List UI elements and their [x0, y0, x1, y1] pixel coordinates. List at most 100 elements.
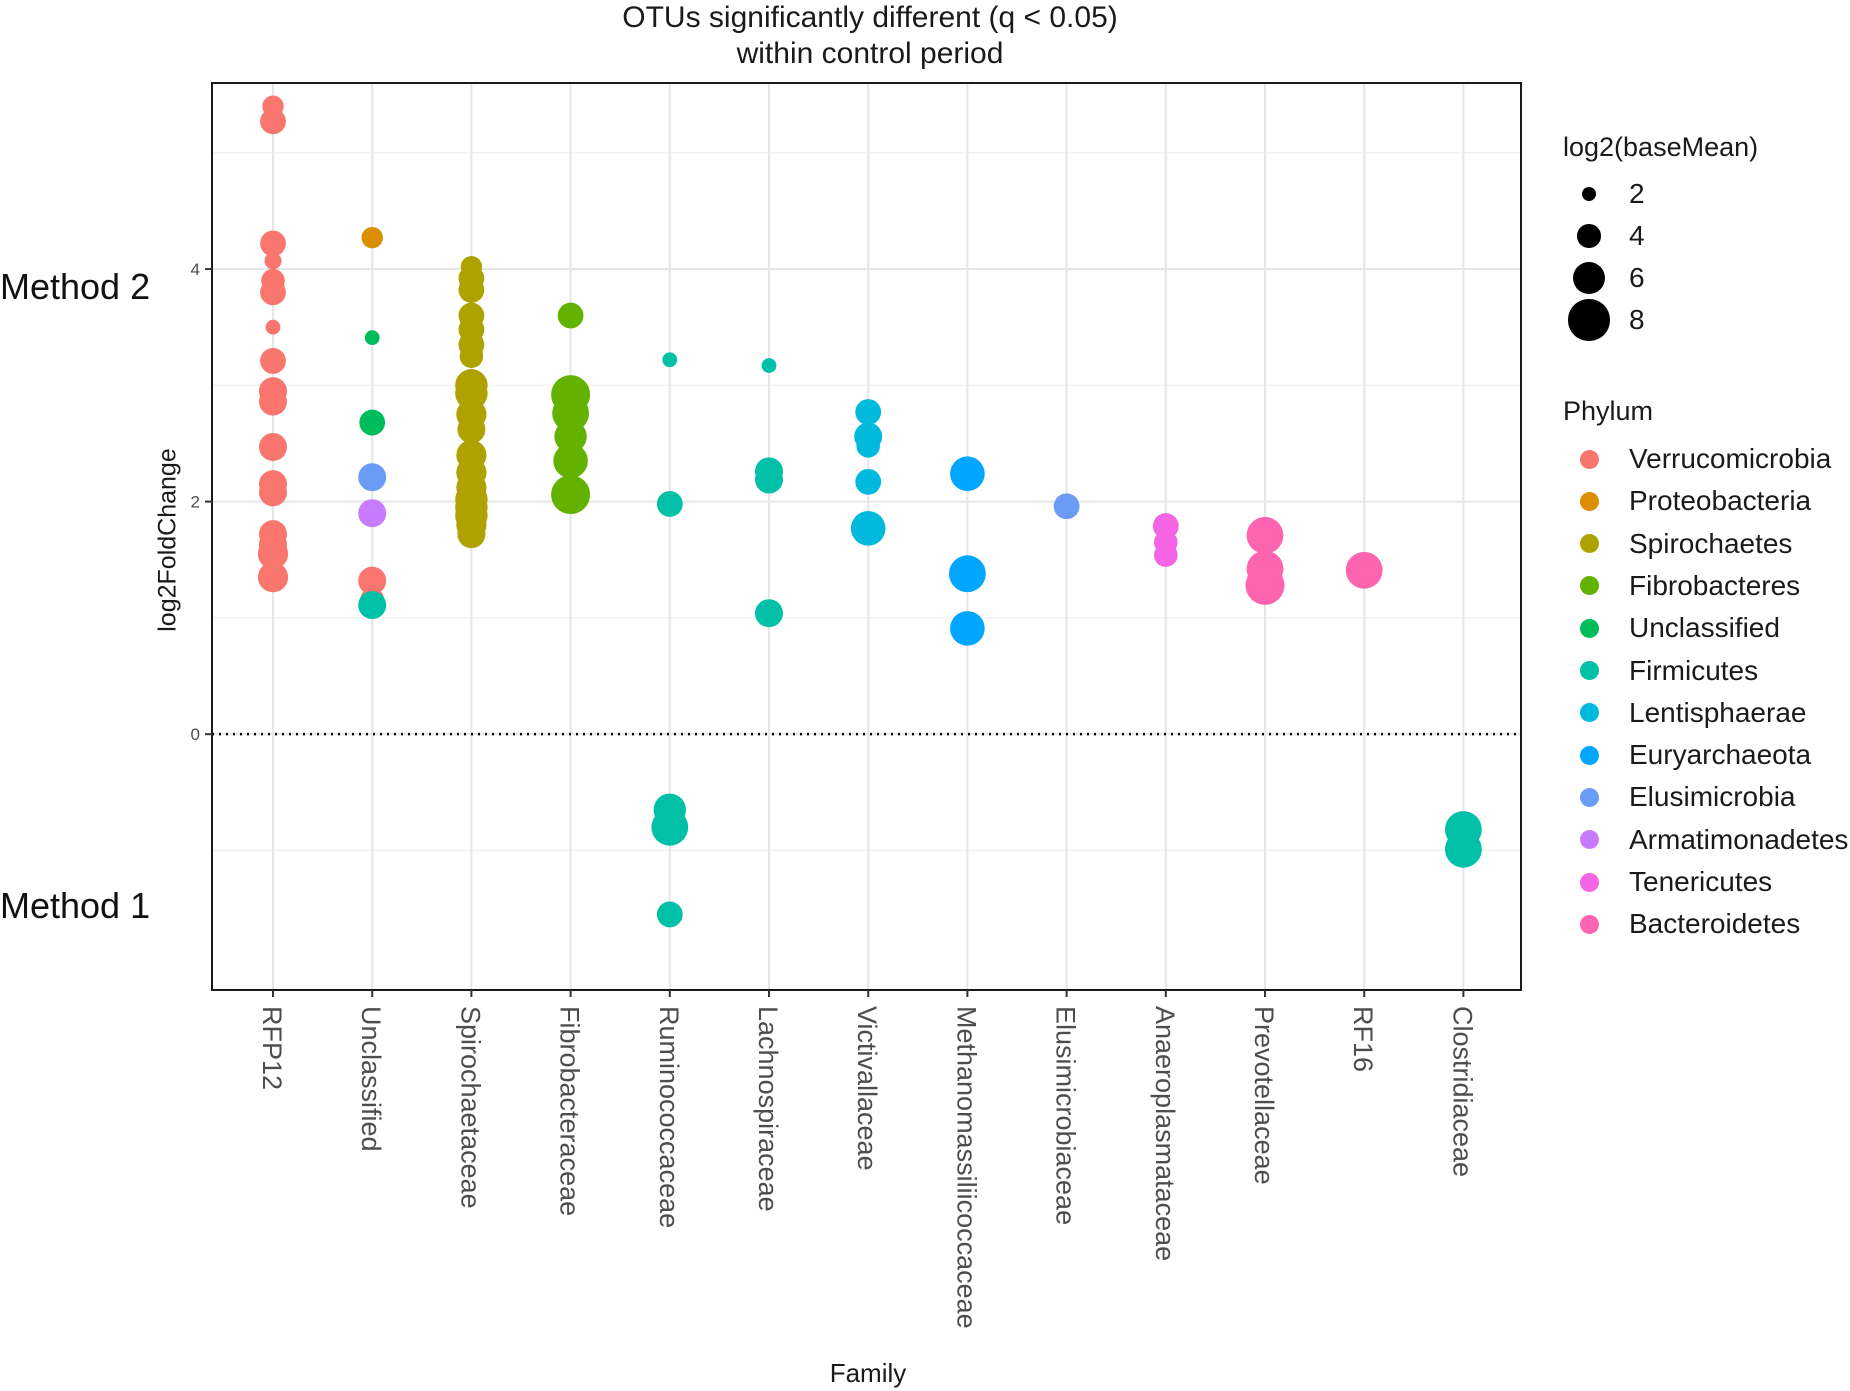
color-legend-dot — [1579, 618, 1599, 638]
size-legend-label: 6 — [1629, 262, 1645, 293]
color-legend-dot — [1579, 914, 1599, 934]
x-tick-label: Prevotellaceae — [1249, 1006, 1279, 1185]
size-legend-dot — [1577, 224, 1601, 248]
color-legend-symbol — [1563, 777, 1615, 817]
data-point — [257, 538, 289, 570]
size-legend-label: 4 — [1629, 220, 1645, 251]
data-point — [358, 591, 387, 620]
color-legend-dot — [1579, 661, 1599, 680]
data-point — [457, 415, 486, 444]
data-point — [257, 562, 289, 593]
data-point — [553, 443, 588, 479]
x-tick-label: Unclassified — [356, 1006, 386, 1152]
color-legend-label: Unclassified — [1629, 612, 1780, 644]
x-tick-label: Lachnospiraceae — [753, 1006, 783, 1212]
data-point — [358, 566, 387, 595]
color-legend-symbol — [1563, 735, 1615, 775]
color-legend-symbol — [1563, 862, 1615, 902]
data-point — [457, 520, 486, 549]
size-legend-item: 6 — [1563, 258, 1645, 298]
data-point — [358, 463, 387, 492]
data-point — [554, 420, 587, 453]
color-legend-item: Bacteroidetes — [1563, 904, 1800, 944]
size-legend-symbol — [1563, 216, 1615, 256]
data-point — [552, 394, 589, 432]
color-legend-symbol — [1563, 608, 1615, 648]
data-point — [950, 456, 985, 492]
data-point — [855, 468, 882, 495]
color-legend-symbol — [1563, 693, 1615, 733]
y-tick-label: 0 — [191, 725, 200, 744]
color-legend-label: Tenericutes — [1629, 866, 1773, 897]
x-tick-label: RFP12 — [257, 1006, 287, 1090]
data-point — [850, 511, 886, 546]
color-legend-symbol — [1563, 820, 1615, 860]
color-legend-label: Euryarchaeota — [1629, 739, 1812, 771]
size-legend-dot — [1572, 261, 1606, 295]
x-tick-label: Victivallaceae — [852, 1006, 882, 1171]
panel-border — [211, 82, 1522, 991]
color-legend-label: Armatimonadetes — [1629, 823, 1849, 855]
data-point — [755, 599, 783, 628]
color-legend-item: Firmicutes — [1563, 651, 1758, 691]
size-legend-item: 8 — [1563, 299, 1645, 341]
size-legend-symbol — [1563, 258, 1615, 298]
data-point — [364, 330, 380, 346]
color-legend-label: Verrucomicrobia — [1629, 443, 1832, 474]
chart-title-block: OTUs significantly different (q < 0.05) … — [0, 0, 1740, 72]
color-legend-item: Spirochaetes — [1563, 524, 1792, 564]
size-legend-dot — [1581, 186, 1597, 202]
data-point — [855, 399, 882, 425]
x-tick-label: Ruminococcaceae — [654, 1006, 684, 1228]
color-legend-item: Fibrobacteres — [1563, 566, 1800, 606]
color-legend-dot — [1579, 830, 1599, 850]
color-legend-item: Unclassified — [1563, 608, 1780, 648]
data-point — [949, 555, 986, 593]
color-legend-item: Euryarchaeota — [1563, 735, 1811, 775]
annotation-method-1: Method 1 — [0, 885, 151, 926]
data-point — [1345, 551, 1383, 589]
data-point — [557, 302, 584, 329]
data-point — [260, 348, 286, 374]
y-tick-label: 4 — [191, 260, 200, 279]
data-point — [656, 901, 683, 928]
size-legend-item: 4 — [1563, 216, 1645, 256]
data-point — [265, 319, 281, 335]
size-legend-label: 2 — [1629, 178, 1645, 209]
data-point — [359, 409, 386, 436]
size-legend-label: 8 — [1629, 304, 1645, 335]
x-axis-label: Family — [829, 1358, 907, 1388]
data-point — [1053, 493, 1080, 520]
data-point — [260, 279, 286, 306]
color-legend-dot — [1579, 745, 1599, 765]
chart-title: OTUs significantly different (q < 0.05) — [622, 1, 1118, 34]
color-legend-symbol — [1563, 439, 1615, 479]
x-tick-label: Anaeroplasmataceae — [1150, 1006, 1180, 1261]
color-legend-symbol — [1563, 566, 1615, 606]
data-point — [259, 432, 287, 461]
color-legend-label: Lentisphaerae — [1629, 696, 1807, 728]
data-point — [455, 377, 488, 410]
data-point — [259, 387, 287, 416]
data-point — [260, 108, 286, 135]
y-tick-label: 2 — [191, 493, 200, 512]
data-point — [551, 475, 591, 515]
color-legend-label: Spirochaetes — [1629, 527, 1793, 559]
x-tick-label: RF16 — [1348, 1006, 1378, 1072]
data-point — [950, 611, 985, 646]
x-tick-label: Elusimicrobiaceae — [1051, 1006, 1081, 1225]
data-point — [656, 491, 683, 517]
color-legend-dot — [1579, 491, 1599, 511]
x-tick-label: Methanomassiliicoccaceae — [951, 1006, 981, 1329]
color-legend-item: Elusimicrobia — [1563, 777, 1796, 817]
color-legend-item: Verrucomicrobia — [1563, 439, 1831, 479]
color-legend-item: Lentisphaerae — [1563, 693, 1806, 733]
x-tick-label: Spirochaetaceae — [455, 1006, 485, 1209]
data-point — [264, 252, 282, 270]
color-legend-label: Fibrobacteres — [1629, 569, 1801, 601]
color-legend-title: Phylum — [1563, 396, 1654, 426]
color-legend-dot — [1579, 872, 1599, 892]
color-legend-symbol — [1563, 651, 1615, 691]
color-legend-label: Elusimicrobia — [1629, 781, 1796, 813]
